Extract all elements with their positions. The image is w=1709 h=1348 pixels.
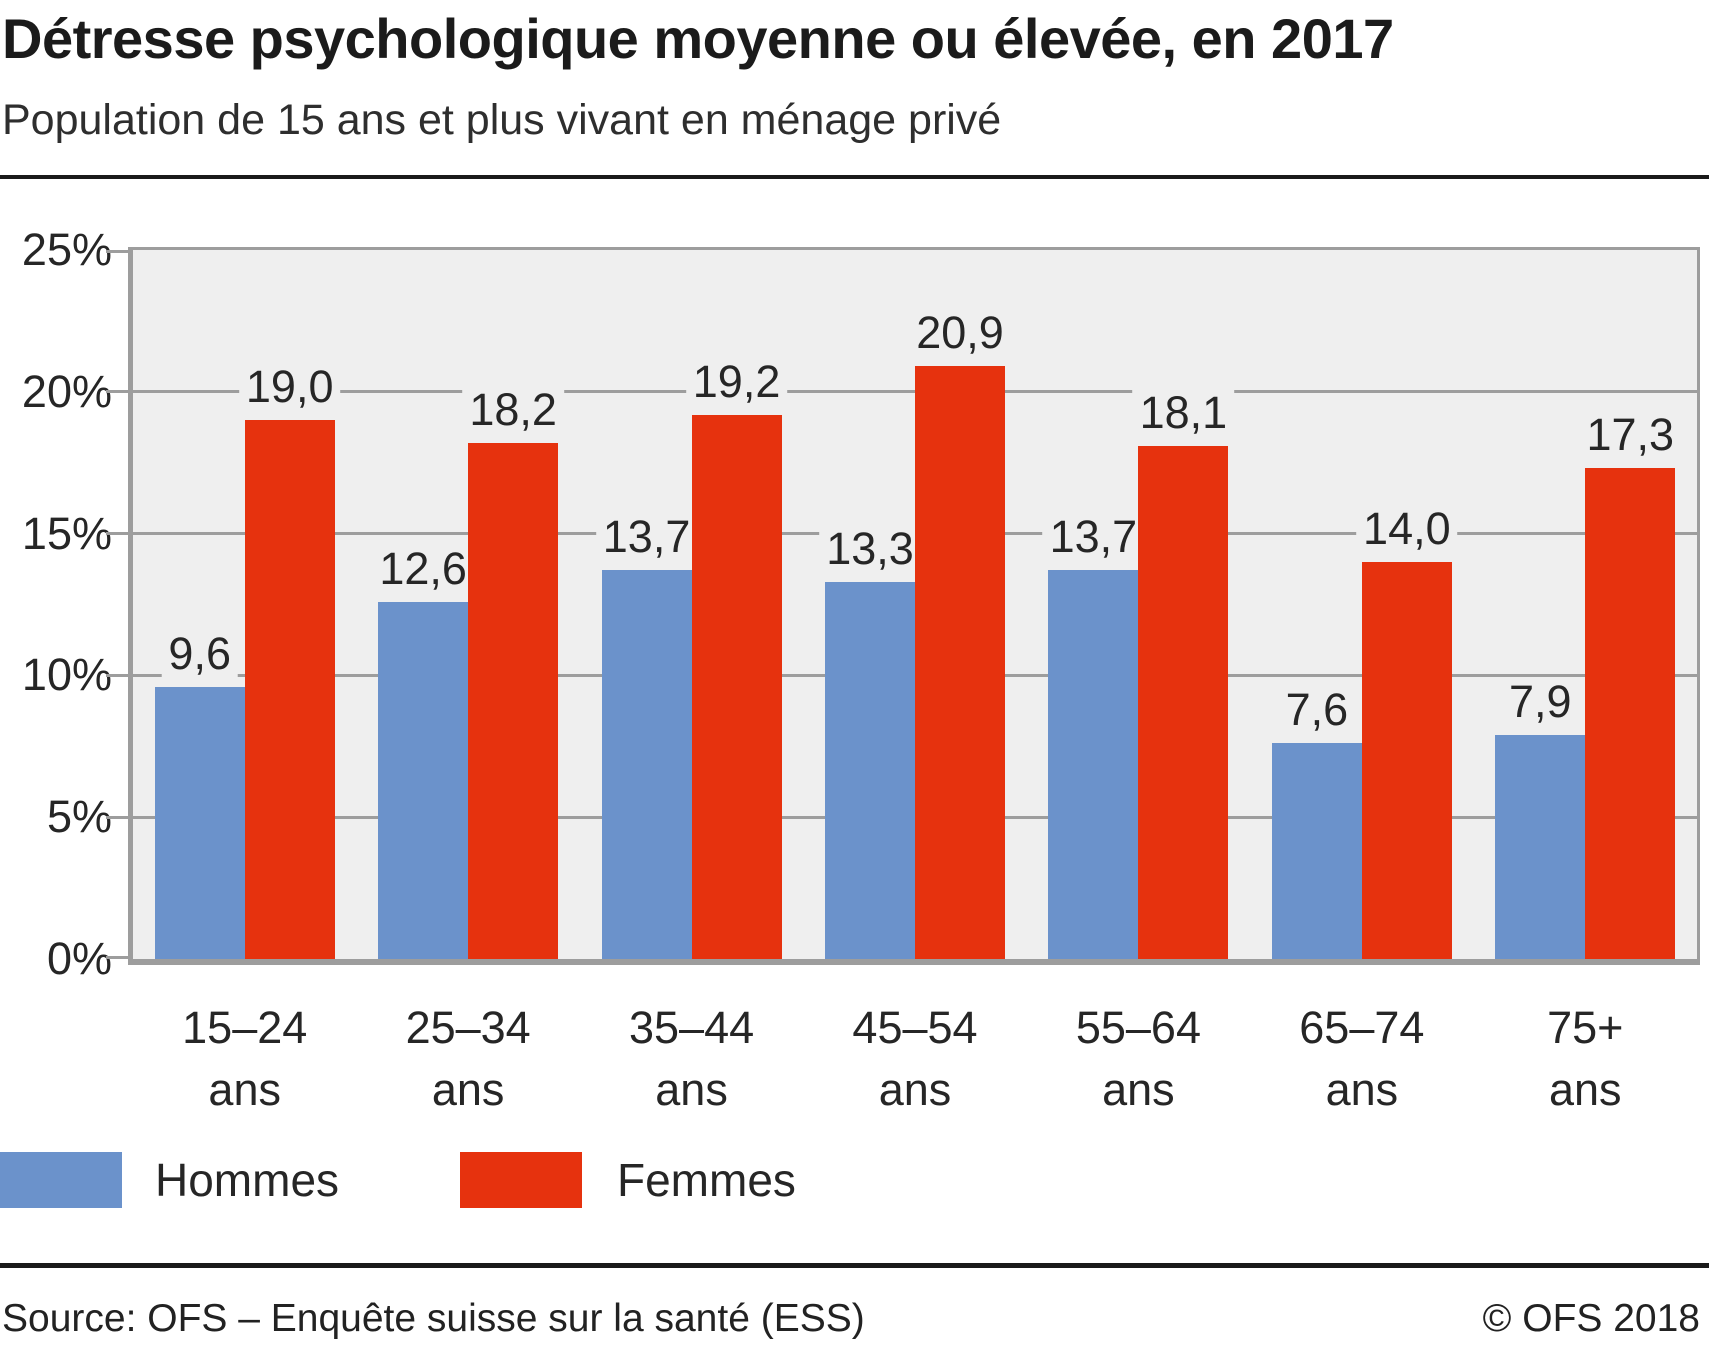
y-axis-tick [106,390,133,394]
bar-femmes [915,366,1005,959]
x-axis-label: 65–74 ans [1299,1002,1425,1115]
bar-femmes [1138,445,1229,959]
value-label-hommes: 13,3 [819,523,921,574]
legend-swatch-hommes [0,1152,122,1208]
x-axis-label: 25–34 ans [405,1002,531,1115]
footer-divider [0,1263,1709,1268]
x-axis-label: 45–54 ans [852,1002,978,1115]
legend: Hommes Femmes [0,1152,1709,1208]
legend-label-hommes: Hommes [155,1154,340,1206]
chart-subtitle: Population de 15 ans et plus vivant en m… [2,96,1002,144]
x-axis-label: 35–44 ans [628,1002,755,1115]
bar-hommes [154,686,245,959]
legend-label-femmes: Femmes [617,1154,796,1206]
y-axis-label: 5% [46,791,112,843]
value-label-femmes: 19,0 [238,362,341,413]
value-label-femmes: 18,2 [462,384,564,435]
y-axis-tick [106,673,133,677]
value-label-hommes: 13,7 [595,512,698,563]
y-axis-tick [106,956,133,959]
legend-swatch-femmes [460,1152,582,1208]
x-axis-label: 15–24 ans [182,1002,308,1115]
bar-hommes [1495,734,1586,959]
bar-femmes [468,442,559,959]
value-label-hommes: 13,7 [1042,512,1145,563]
value-label-hommes: 12,6 [372,543,474,594]
y-axis: 0% 5% 10% 15% 20% 25% [0,224,112,984]
bar-femmes [691,414,782,959]
value-label-femmes: 19,2 [685,356,788,407]
bar-femmes [1585,468,1676,959]
chart-title: Détresse psychologique moyenne ou élevée… [2,7,1394,70]
bar-hommes [378,601,469,959]
bar-hommes [1048,570,1139,959]
bar-femmes [1361,561,1452,959]
copyright-text: © OFS 2018 [1482,1297,1700,1340]
y-axis-tick [106,815,133,819]
x-axis: 15–24 ans 25–34 ans 35–44 ans 45–54 ans 55–64 ans… [133,997,1697,1127]
y-axis-label: 10% [21,649,112,701]
bar-hommes [825,581,915,959]
x-axis-label: 55–64 ans [1075,1002,1201,1115]
bar-hommes [1271,743,1362,959]
value-label-hommes: 7,6 [1278,685,1356,736]
bar-hommes [601,570,692,959]
bar-femmes [244,420,335,959]
value-label-hommes: 7,9 [1502,676,1579,727]
header-divider [0,175,1709,179]
y-axis-label: 15% [21,507,112,559]
value-label-hommes: 9,6 [161,628,238,679]
value-label-femmes: 18,1 [1132,387,1235,438]
y-axis-tick [106,250,133,253]
value-label-femmes: 17,3 [1579,410,1682,461]
value-label-femmes: 20,9 [909,308,1011,359]
plot-area: 9,6 19,0 12,6 18,2 13,7 19,2 13,3 20,9 13,7 18,1 7… [106,247,1700,965]
y-axis-tick [106,532,133,536]
source-text: Source: OFS – Enquête suisse sur la sant… [2,1297,865,1340]
y-axis-label: 20% [21,365,112,417]
x-axis-label: 75+ ans [1547,1002,1624,1115]
y-axis-label: 25% [21,224,112,275]
value-label-femmes: 14,0 [1356,503,1458,554]
y-axis-label: 0% [46,933,112,984]
